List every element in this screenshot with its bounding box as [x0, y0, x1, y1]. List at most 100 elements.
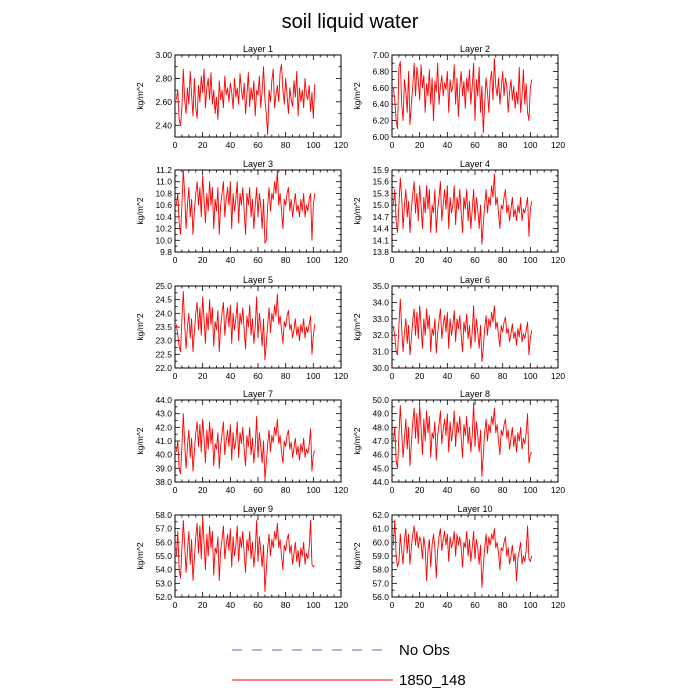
panel-title-layer-10: Layer 10	[457, 504, 492, 514]
x-tick-label-layer-1: 60	[253, 140, 263, 150]
panel-title-layer-2: Layer 2	[460, 44, 490, 54]
x-tick-label-layer-9: 40	[226, 600, 236, 610]
y-tick-label-layer-8: 46.0	[372, 450, 389, 460]
x-tick-label-layer-9: 20	[198, 600, 208, 610]
series-line-layer-1	[175, 63, 316, 136]
panel-title-layer-1: Layer 1	[243, 44, 273, 54]
x-tick-label-layer-10: 100	[523, 600, 537, 610]
y-axis-label-layer-3: kg/m^2	[135, 197, 145, 224]
x-tick-label-layer-2: 60	[470, 140, 480, 150]
x-tick-label-layer-10: 40	[443, 600, 453, 610]
y-tick-label-layer-6: 32.0	[372, 330, 389, 340]
x-tick-label-layer-10: 0	[390, 600, 395, 610]
y-axis-label-layer-9: kg/m^2	[135, 542, 145, 569]
y-tick-label-layer-4: 14.7	[372, 212, 389, 222]
x-tick-label-layer-3: 40	[226, 255, 236, 265]
y-tick-label-layer-5: 23.0	[155, 336, 172, 346]
y-tick-label-layer-6: 34.0	[372, 297, 389, 307]
panel-layer-10: Layer 10 kg/m^2 0 20 40 60 80 100 120 56.0 57.0 58.…	[352, 504, 565, 610]
y-tick-label-layer-4: 14.1	[372, 235, 389, 245]
x-tick-label-layer-2: 0	[390, 140, 395, 150]
y-axis-label-layer-4: kg/m^2	[352, 197, 362, 224]
y-tick-label-layer-2: 6.80	[372, 66, 389, 76]
x-tick-label-layer-7: 100	[306, 485, 320, 495]
y-tick-label-layer-10: 57.0	[372, 578, 389, 588]
y-tick-label-layer-3: 11.2	[156, 165, 172, 175]
y-tick-label-layer-7: 43.0	[155, 409, 172, 419]
x-tick-label-layer-10: 20	[415, 600, 425, 610]
x-tick-label-layer-3: 120	[334, 255, 348, 265]
y-tick-label-layer-8: 44.0	[372, 477, 389, 487]
x-tick-label-layer-2: 120	[551, 140, 565, 150]
legend-label-1850-148: 1850_148	[399, 672, 466, 689]
panel-title-layer-5: Layer 5	[243, 275, 273, 285]
y-tick-label-layer-8: 45.0	[372, 463, 389, 473]
x-tick-label-layer-8: 60	[470, 485, 480, 495]
panel-title-layer-9: Layer 9	[243, 504, 273, 514]
y-tick-label-layer-10: 56.0	[372, 592, 389, 602]
x-tick-label-layer-9: 120	[334, 600, 348, 610]
x-tick-label-layer-1: 40	[226, 140, 236, 150]
panel-title-layer-7: Layer 7	[243, 389, 273, 399]
series-line-layer-5	[175, 291, 316, 361]
x-tick-label-layer-4: 20	[415, 255, 425, 265]
x-tick-label-layer-3: 0	[173, 255, 178, 265]
panel-layer-5: Layer 5 kg/m^2 0 20 40 60 80 100 120 22.0 22.5 23.0…	[135, 275, 348, 381]
x-tick-label-layer-1: 80	[281, 140, 291, 150]
panel-title-layer-3: Layer 3	[243, 159, 273, 169]
x-tick-label-layer-3: 100	[306, 255, 320, 265]
x-tick-label-layer-1: 0	[173, 140, 178, 150]
x-tick-label-layer-2: 40	[443, 140, 453, 150]
y-tick-label-layer-9: 52.0	[155, 592, 172, 602]
legend-label-no-obs: No Obs	[399, 642, 450, 659]
x-tick-label-layer-8: 120	[551, 485, 565, 495]
x-tick-label-layer-1: 120	[334, 140, 348, 150]
y-tick-label-layer-9: 53.0	[155, 578, 172, 588]
x-tick-label-layer-2: 100	[523, 140, 537, 150]
x-tick-label-layer-4: 120	[551, 255, 565, 265]
panel-layer-2: Layer 2 kg/m^2 0 20 40 60 80 100 120 6.00 6.20 6.40…	[352, 44, 565, 150]
x-tick-label-layer-7: 80	[281, 485, 291, 495]
y-tick-label-layer-1: 2.80	[155, 73, 172, 83]
panels: Layer 1 kg/m^2 0 20 40 60 80 100 120 2.40 2.60 2.80…	[135, 44, 565, 610]
y-tick-label-layer-5: 25.0	[155, 281, 172, 291]
series-line-layer-6	[392, 298, 533, 362]
y-tick-label-layer-3: 10.4	[155, 212, 172, 222]
y-tick-label-layer-2: 6.00	[372, 132, 389, 142]
y-tick-label-layer-8: 48.0	[372, 422, 389, 432]
x-tick-label-layer-4: 100	[523, 255, 537, 265]
y-tick-label-layer-10: 59.0	[372, 551, 389, 561]
y-tick-label-layer-2: 6.60	[372, 83, 389, 93]
y-tick-label-layer-7: 42.0	[155, 422, 172, 432]
x-tick-label-layer-2: 20	[415, 140, 425, 150]
y-tick-label-layer-3: 9.8	[160, 247, 172, 257]
x-tick-label-layer-7: 40	[226, 485, 236, 495]
x-tick-label-layer-5: 20	[198, 371, 208, 381]
panel-layer-8: Layer 8 kg/m^2 0 20 40 60 80 100 120 44.0 45.0 46.0…	[352, 389, 565, 495]
y-axis-label-layer-8: kg/m^2	[352, 427, 362, 454]
panel-layer-3: Layer 3 kg/m^2 0 20 40 60 80 100 120 9.8 10.010.2 1…	[135, 159, 348, 265]
y-tick-label-layer-6: 30.0	[372, 363, 389, 373]
x-tick-label-layer-3: 60	[253, 255, 263, 265]
y-tick-label-layer-7: 40.0	[155, 450, 172, 460]
x-tick-label-layer-7: 60	[253, 485, 263, 495]
y-tick-label-layer-9: 57.0	[155, 524, 172, 534]
x-tick-label-layer-5: 120	[334, 371, 348, 381]
y-tick-label-layer-6: 31.0	[372, 347, 389, 357]
y-tick-label-layer-4: 15.9	[372, 165, 389, 175]
y-axis-label-layer-7: kg/m^2	[135, 427, 145, 454]
y-tick-label-layer-6: 35.0	[372, 281, 389, 291]
x-tick-label-layer-6: 40	[443, 371, 453, 381]
panel-layer-7: Layer 7 kg/m^2 0 20 40 60 80 100 120 38.0 39.0 40.0…	[135, 389, 348, 495]
x-tick-label-layer-8: 20	[415, 485, 425, 495]
x-tick-label-layer-8: 0	[390, 485, 395, 495]
y-tick-label-layer-10: 60.0	[372, 537, 389, 547]
x-tick-label-layer-6: 20	[415, 371, 425, 381]
y-tick-label-layer-3: 10.0	[155, 235, 172, 245]
x-tick-label-layer-9: 80	[281, 600, 291, 610]
x-tick-label-layer-5: 40	[226, 371, 236, 381]
x-tick-label-layer-7: 0	[173, 485, 178, 495]
x-tick-label-layer-4: 60	[470, 255, 480, 265]
y-tick-label-layer-1: 2.60	[155, 97, 172, 107]
panel-layer-6: Layer 6 kg/m^2 0 20 40 60 80 100 120 30.0 31.0 32.0…	[352, 275, 565, 381]
